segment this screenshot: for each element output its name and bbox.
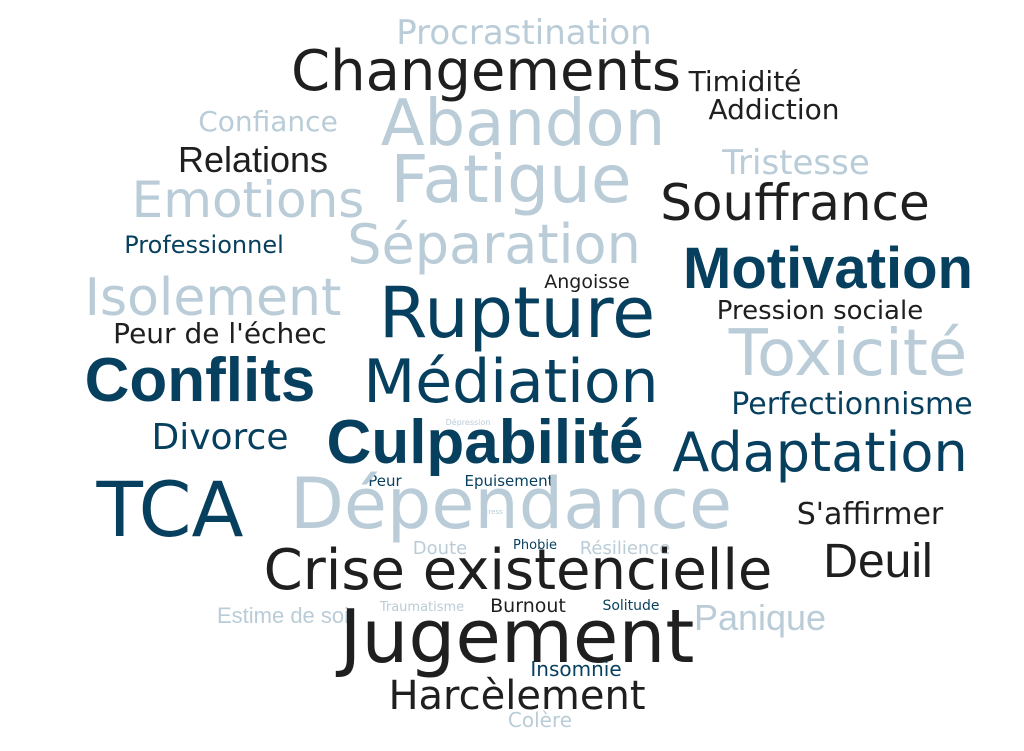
word-peur: Peur — [368, 472, 402, 490]
word-fatigue: Fatigue — [390, 141, 632, 218]
word-procrastination: Procrastination — [396, 13, 652, 53]
word-panique: Panique — [693, 597, 827, 638]
word-separation: Séparation — [347, 213, 641, 276]
word-harcelement: Harcèlement — [388, 673, 646, 719]
word-isolement: Isolement — [84, 268, 342, 328]
word-perfectionnisme: Perfectionnisme — [731, 387, 973, 422]
word-professionnel: Professionnel — [124, 231, 284, 259]
word-confiance: Confiance — [198, 105, 338, 138]
word-peur-de-l-echec: Peur de l'échec — [113, 317, 327, 350]
word-relations: Relations — [177, 139, 329, 180]
word-burnout: Burnout — [490, 595, 566, 617]
word-addiction: Addiction — [708, 93, 840, 126]
word-traumatisme: Traumatisme — [379, 600, 465, 615]
word-souffrance: Souffrance — [660, 174, 930, 232]
word-mediation: Médiation — [363, 347, 659, 417]
word-deuil: Deuil — [823, 535, 933, 588]
word-conflits: Conflits — [84, 346, 316, 415]
word-divorce: Divorce — [151, 417, 289, 458]
word-toxicite: Toxicité — [728, 317, 968, 391]
word-tristesse: Tristesse — [722, 143, 870, 183]
word-stress: Stress — [481, 508, 503, 516]
word-angoisse: Angoisse — [544, 271, 630, 293]
word-s-affirmer: S'affirmer — [796, 497, 944, 532]
word-rupture: Rupture — [378, 272, 656, 354]
word-depression: Dépression — [445, 418, 491, 427]
word-resilience: Résilience — [579, 538, 671, 559]
word-culpabilite: Culpabilité — [326, 408, 644, 477]
word-pression-sociale: Pression sociale — [716, 296, 924, 326]
word-abandon: Abandon — [380, 87, 666, 161]
word-colere: Colère — [507, 708, 573, 732]
word-estime-de-soi: Estime de soi — [216, 603, 350, 628]
word-adaptation: Adaptation — [672, 421, 968, 484]
word-tca: TCA — [96, 465, 244, 554]
word-jugement: Jugement — [339, 594, 695, 680]
word-motivation: Motivation — [683, 236, 973, 301]
word-solitude: Solitude — [602, 598, 660, 614]
word-emotions: Emotions — [131, 171, 365, 229]
word-phobie: Phobie — [513, 538, 557, 553]
word-doute: Doute — [412, 538, 468, 559]
word-changements: Changements — [290, 39, 682, 104]
word-insomnie: Insomnie — [530, 657, 622, 681]
word-dependance: Dépendance — [289, 463, 733, 545]
word-timidite: Timidité — [688, 65, 802, 98]
word-crise-existencielle: Crise existencielle — [263, 538, 773, 603]
word-epuisement: Epuisement — [464, 472, 554, 490]
